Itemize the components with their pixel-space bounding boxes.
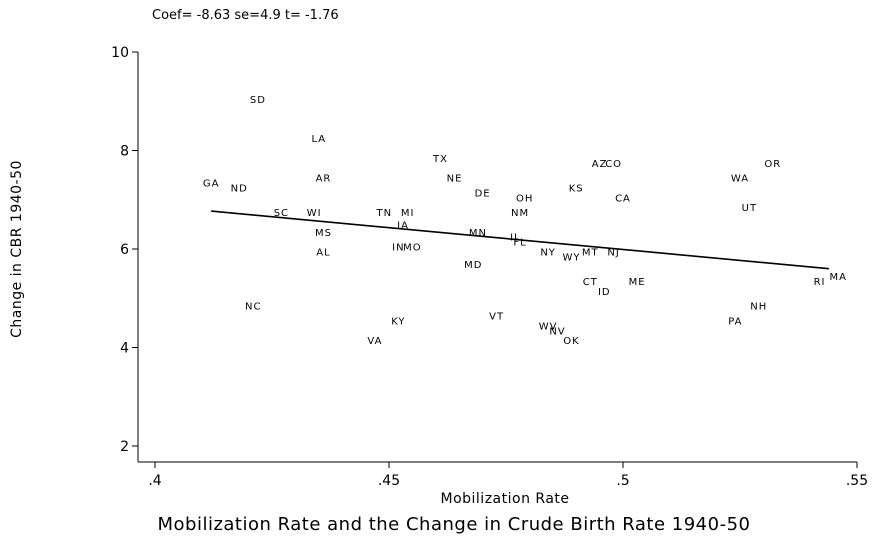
point-label-ri: RI [814,277,826,288]
point-label-md: MD [464,260,482,271]
point-label-mt: MT [582,247,599,258]
point-label-ny: NY [540,247,556,258]
point-label-wy: WY [563,252,581,263]
point-label-or: OR [764,159,781,170]
point-label-ok: OK [563,336,579,347]
point-label-ga: GA [203,179,220,190]
point-label-fl: FL [513,238,526,249]
point-label-mo: MO [403,243,422,254]
point-label-az: AZ [592,159,608,170]
point-label-il: IL [510,233,521,244]
y-tick-label: 2 [120,439,129,455]
y-tick-label: 4 [120,341,129,357]
point-label-ma: MA [830,272,847,283]
fit-line-group [211,210,829,270]
point-label-ms: MS [315,228,332,239]
point-label-nj: NJ [607,247,619,258]
tick-labels: 2 4 6 8 10 .4 .45 .5 .55 [111,45,868,489]
point-label-nc: NC [245,302,261,313]
point-label-sc: SC [274,208,289,219]
point-label-la: LA [311,134,326,145]
point-label-in: IN [392,243,404,254]
point-label-va: VA [367,336,382,347]
point-label-wv: WV [539,321,558,332]
y-tick-label: 6 [120,242,129,258]
point-label-ky: KY [391,316,405,327]
point-label-nh: NH [750,302,767,313]
regression-annotation: Coef= -8.63 se=4.9 t= -1.76 [152,8,339,23]
point-label-nd: ND [231,183,248,194]
point-label-ks: KS [569,183,584,194]
chart-title: Mobilization Rate and the Change in Crud… [157,514,750,535]
point-label-ut: UT [742,203,757,214]
x-tick-label: .5 [616,473,629,489]
point-label-co: CO [605,159,622,170]
point-label-ne: NE [447,174,463,185]
axes [132,51,858,468]
point-label-oh: OH [516,193,533,204]
point-label-mn: MN [469,228,487,239]
point-label-ia: IA [397,220,409,231]
point-label-mi: MI [401,208,415,219]
point-label-de: DE [475,188,491,199]
point-label-nm: NM [511,208,529,219]
y-tick-label: 8 [120,144,129,160]
point-label-ct: CT [583,277,598,288]
point-label-tn: TN [376,208,393,219]
x-axis-label: Mobilization Rate [441,491,570,507]
point-label-ca: CA [615,193,631,204]
point-label-al: AL [316,247,330,258]
point-label-wi: WI [307,208,322,219]
fit-line [211,210,829,270]
y-axis-label: Change in CBR 1940-50 [9,160,25,338]
point-label-ar: AR [316,174,332,185]
x-tick-label: .45 [378,473,400,489]
point-label-nv: NV [549,326,565,337]
point-label-vt: VT [489,311,504,322]
point-label-id: ID [598,287,611,298]
point-label-wa: WA [731,174,749,185]
point-label-me: ME [629,277,646,288]
point-label-sd: SD [250,95,266,106]
point-label-tx: TX [432,154,448,165]
x-tick-label: .4 [148,473,161,489]
x-tick-label: .55 [846,473,868,489]
point-label-pa: PA [728,316,742,327]
y-tick-label: 10 [111,45,129,61]
